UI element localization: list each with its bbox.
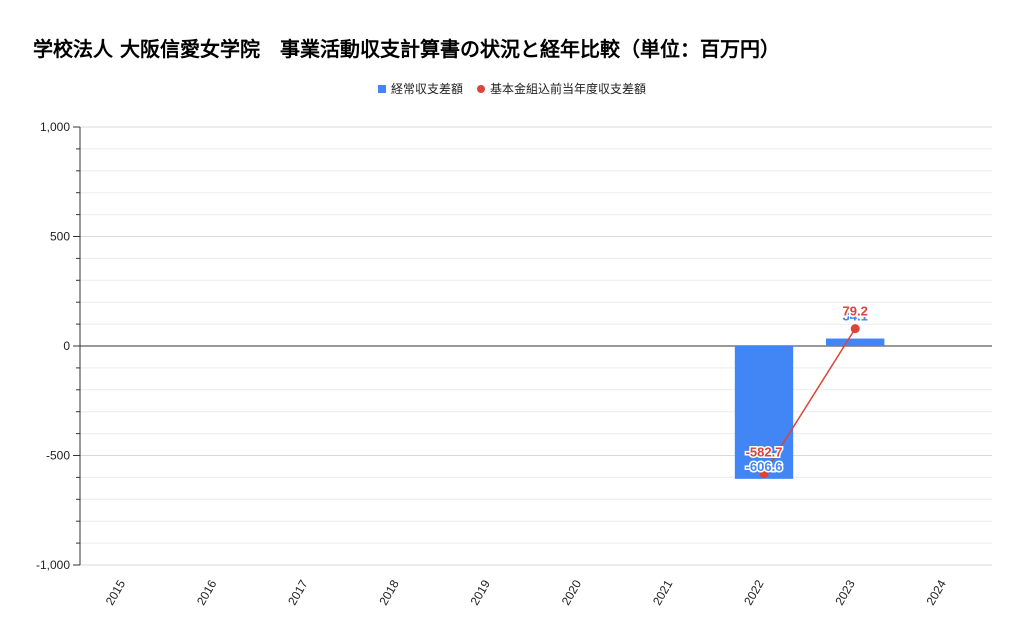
- x-tick-label: 2020: [559, 577, 585, 607]
- bar-data-label: -606.6: [746, 459, 783, 474]
- line-data-label: -582.7: [746, 445, 783, 460]
- series-line: [763, 328, 856, 475]
- legend-line-swatch: [477, 84, 485, 93]
- legend-bar-label: 経常収支差額: [390, 82, 463, 96]
- legend-bar-swatch: [377, 84, 386, 93]
- legend-item-bar[interactable]: 経常収支差額: [377, 80, 463, 97]
- x-tick-label: 2022: [741, 577, 767, 607]
- y-tick-label: 1,000: [40, 120, 70, 134]
- y-tick-label: 0: [63, 339, 70, 353]
- y-tick-label: -500: [46, 449, 70, 463]
- x-tick-label: 2018: [376, 577, 402, 607]
- line-data-label: 79.2: [843, 304, 868, 319]
- legend: 経常収支差額 基本金組込前当年度収支差額: [0, 80, 1024, 97]
- x-tick-label: 2016: [194, 577, 220, 607]
- y-tick-label: -1,000: [36, 558, 70, 572]
- x-tick-label: 2024: [924, 577, 950, 607]
- bar: [826, 338, 885, 346]
- bar: [734, 346, 794, 479]
- x-tick-label: 2017: [285, 577, 311, 607]
- line-point: [759, 469, 769, 479]
- y-tick-label: 500: [50, 230, 70, 244]
- bar-data-label: 34.1: [843, 309, 868, 324]
- chart-title: 学校法人 大阪信愛女学院 事業活動収支計算書の状況と経年比較（単位：百万円）: [33, 37, 780, 61]
- legend-item-line[interactable]: 基本金組込前当年度収支差額: [477, 80, 646, 97]
- legend-line-label: 基本金組込前当年度収支差額: [490, 82, 647, 96]
- x-tick-label: 2015: [103, 577, 129, 607]
- line-point: [850, 324, 860, 334]
- x-tick-label: 2019: [468, 577, 494, 607]
- x-tick-label: 2021: [650, 577, 676, 607]
- x-tick-label: 2023: [832, 577, 858, 607]
